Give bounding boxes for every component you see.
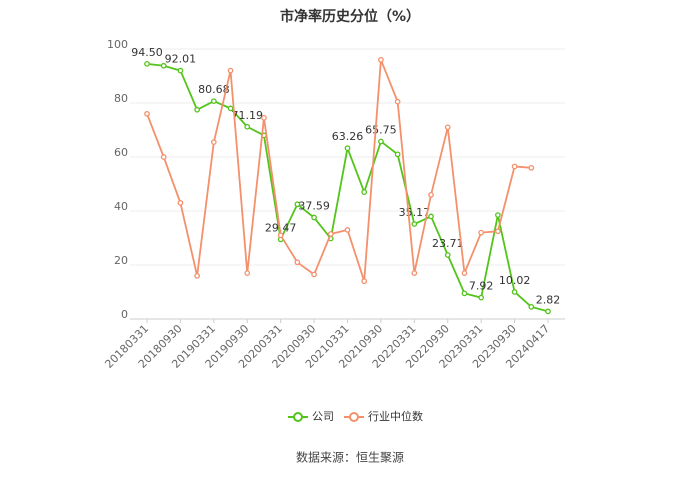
point: [378, 56, 384, 63]
point: [378, 138, 384, 145]
point: [194, 106, 200, 113]
y-tick-label: 20: [114, 254, 128, 267]
point: [444, 252, 451, 258]
legend-swatch: [349, 412, 359, 422]
data-label: 23.71: [432, 237, 464, 250]
point: [495, 212, 501, 218]
point: [294, 201, 301, 208]
point: [227, 105, 234, 112]
point: [361, 189, 368, 195]
point: [177, 67, 184, 74]
data-label: 7.92: [469, 280, 494, 293]
point: [344, 145, 351, 152]
point: [294, 259, 301, 266]
point: [160, 62, 167, 69]
point: [361, 278, 368, 285]
data-label: 29.47: [265, 221, 297, 234]
legend-label: 行业中位数: [368, 409, 423, 423]
point: [344, 227, 351, 233]
y-tick-label: 60: [114, 146, 128, 159]
point: [411, 270, 418, 276]
point: [428, 213, 434, 220]
data-label: 94.50: [131, 46, 163, 59]
point: [428, 191, 434, 198]
data-label: 35.17: [399, 206, 431, 219]
point: [144, 60, 150, 67]
point: [511, 163, 518, 170]
point: [478, 294, 485, 301]
y-tick-label: 80: [114, 92, 128, 105]
data-label: 92.01: [165, 53, 197, 66]
point: [411, 221, 418, 227]
y-tick-label: 100: [107, 38, 128, 51]
point: [394, 98, 401, 105]
point: [210, 98, 217, 105]
y-tick-label: 0: [121, 308, 128, 321]
point: [261, 115, 267, 121]
point: [394, 151, 401, 158]
point: [160, 154, 167, 160]
point: [528, 164, 535, 171]
data-label: 65.75: [365, 123, 397, 136]
data-label: 80.68: [198, 83, 230, 96]
point: [244, 270, 251, 276]
point: [545, 308, 551, 315]
point: [227, 67, 234, 74]
point: [311, 214, 317, 221]
point: [461, 290, 468, 297]
data-label: 10.02: [499, 274, 531, 287]
point: [194, 272, 200, 279]
point: [244, 123, 251, 130]
point: [511, 289, 518, 295]
point: [444, 124, 451, 131]
point: [210, 139, 217, 145]
point: [528, 303, 535, 310]
legend-swatch: [293, 412, 303, 422]
data-label: 2.82: [536, 293, 561, 306]
point: [277, 232, 284, 239]
legend-label: 公司: [312, 410, 334, 423]
y-tick-label: 40: [114, 200, 128, 213]
point: [327, 231, 334, 237]
point: [144, 110, 150, 117]
point: [461, 270, 468, 276]
source: 数据来源：恒生聚源: [296, 450, 404, 465]
point: [495, 228, 501, 235]
point: [478, 229, 485, 236]
data-label: 63.26: [332, 130, 364, 143]
data-label: 37.59: [298, 200, 330, 213]
point: [311, 271, 317, 278]
series-line: [146, 59, 532, 282]
point: [177, 200, 184, 206]
chart-title: 市净率历史分位（%）: [280, 8, 420, 25]
data-label: 71.19: [232, 109, 264, 122]
series-line: [146, 62, 549, 313]
